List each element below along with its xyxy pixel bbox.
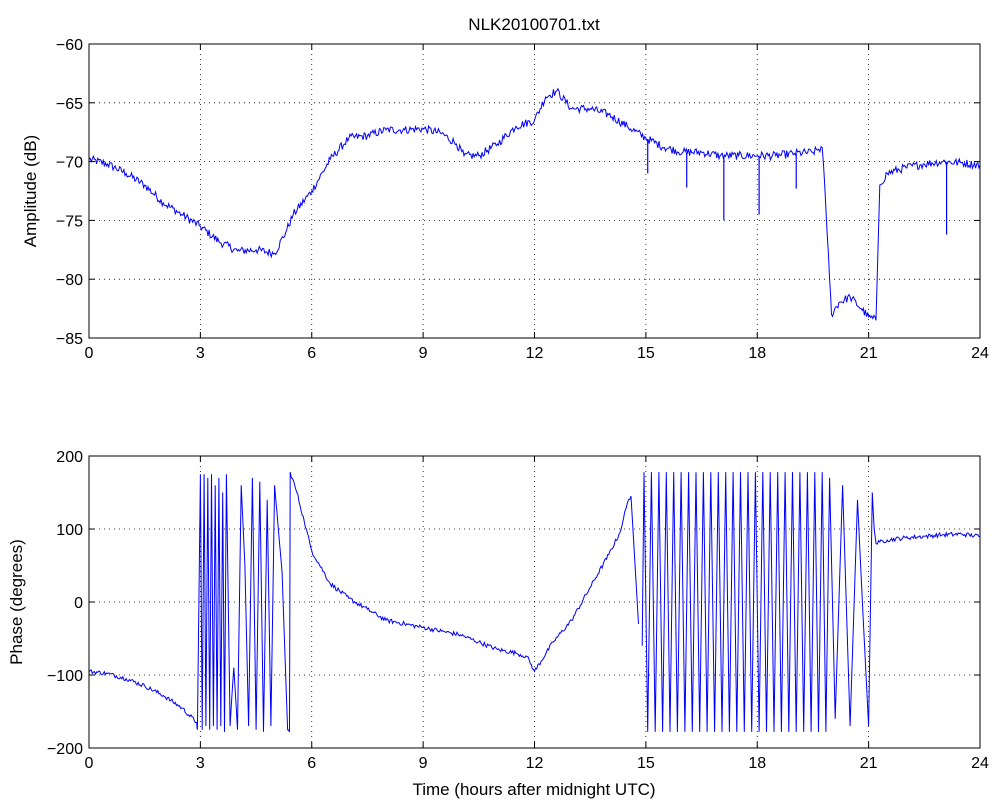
- phase-series: [89, 472, 980, 733]
- x-tick-label: 18: [748, 755, 766, 772]
- x-tick-label: 9: [419, 345, 428, 362]
- x-tick-label: 12: [526, 755, 544, 772]
- series-line-1: [89, 87, 980, 321]
- y-tick-label: 100: [56, 522, 83, 539]
- x-tick-label: 24: [971, 755, 989, 772]
- phase-y-axis-label: Phase (degrees): [7, 539, 26, 665]
- x-tick-label: 12: [526, 345, 544, 362]
- phase-ticks: 0 3 6 9 12 15 18 21 24 200 100 0 −100 −200: [47, 449, 989, 772]
- amplitude-y-axis-label: Amplitude (dB): [21, 135, 40, 247]
- x-axis-label: Time (hours after midnight UTC): [412, 780, 655, 799]
- y-tick-label: −80: [56, 272, 83, 289]
- chart-title: NLK20100701.txt: [468, 15, 600, 34]
- x-tick-label: 15: [637, 345, 655, 362]
- y-tick-label: 0: [74, 595, 83, 612]
- x-tick-label: 21: [860, 755, 878, 772]
- y-tick-label: −75: [56, 213, 83, 230]
- x-tick-label: 0: [85, 345, 94, 362]
- amplitude-ticks: 0 3 6 9 12 15 18 21 24 −60 −65 −70 −75 −80 −85: [56, 37, 989, 362]
- amplitude-axes: NLK20100701.txt 0 3 6 9 12 15 18 21 24 −60 −65 −70 −…: [21, 15, 989, 362]
- y-tick-label: −200: [47, 741, 83, 758]
- y-tick-label: −60: [56, 37, 83, 54]
- x-tick-label: 9: [419, 755, 428, 772]
- x-tick-label: 0: [85, 755, 94, 772]
- y-tick-label: −65: [56, 96, 83, 113]
- series-line-2: [641, 472, 980, 732]
- x-tick-label: 3: [196, 755, 205, 772]
- phase-axes: 0 3 6 9 12 15 18 21 24 200 100 0 −100 −200 Phase (deg…: [7, 449, 989, 799]
- x-tick-label: 21: [860, 345, 878, 362]
- amplitude-series: [89, 87, 980, 321]
- x-tick-label: 6: [307, 345, 316, 362]
- x-tick-label: 18: [748, 345, 766, 362]
- x-tick-label: 3: [196, 345, 205, 362]
- x-tick-label: 6: [307, 755, 316, 772]
- x-tick-label: 24: [971, 345, 989, 362]
- amplitude-grid: [89, 44, 980, 338]
- series-line-1: [89, 472, 639, 733]
- y-tick-label: −70: [56, 155, 83, 172]
- y-tick-label: −85: [56, 331, 83, 348]
- x-tick-label: 15: [637, 755, 655, 772]
- y-tick-label: −100: [47, 668, 83, 685]
- y-tick-label: 200: [56, 449, 83, 466]
